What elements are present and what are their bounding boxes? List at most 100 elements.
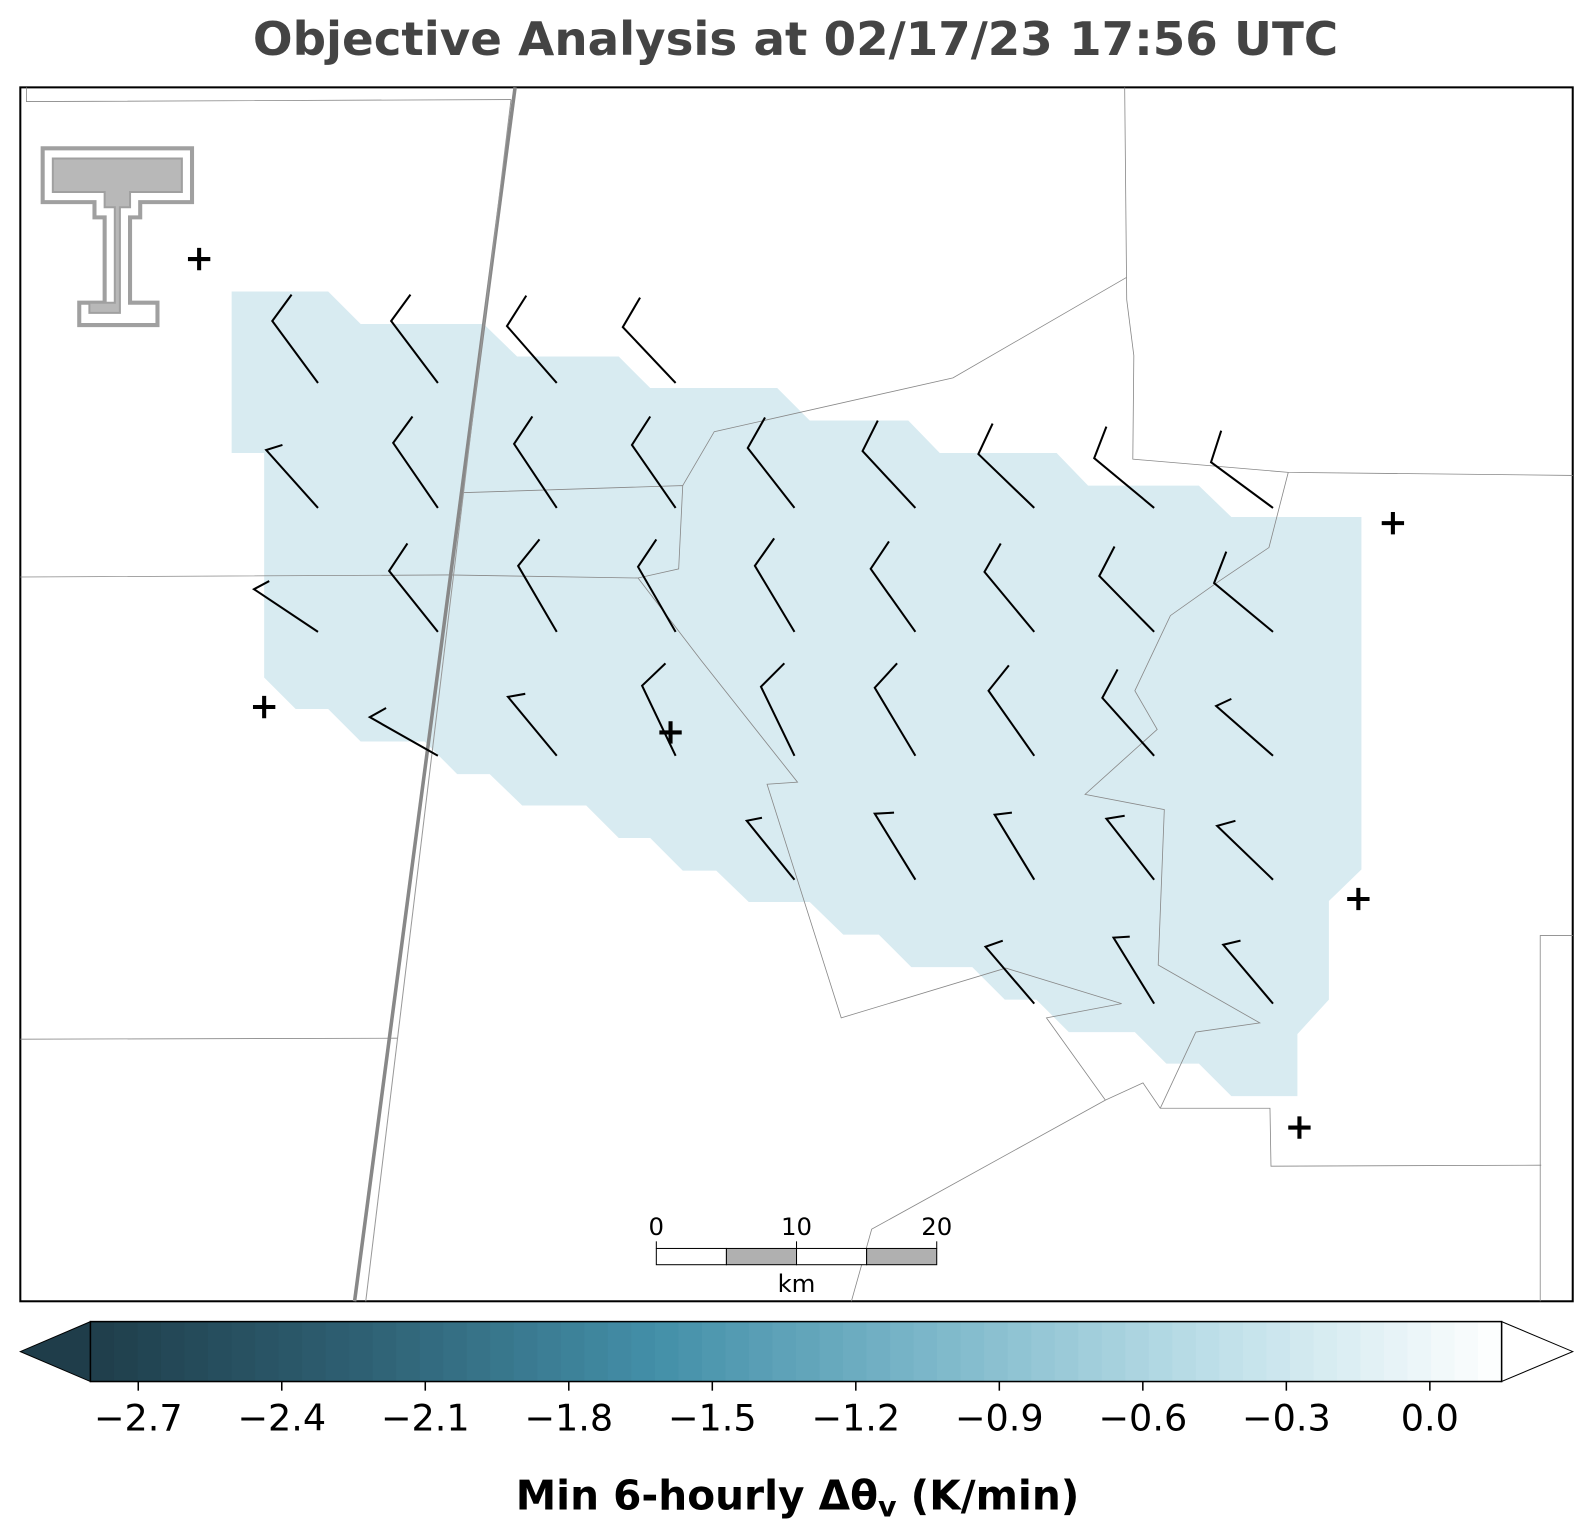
colorbar-band: [984, 1321, 1009, 1382]
map: 0 10 20 km: [19, 86, 1574, 1303]
wind-barb: [746, 417, 796, 509]
wind-barb: [873, 662, 917, 757]
colorbar-band: [137, 1321, 162, 1382]
wind-barb: [1098, 546, 1155, 633]
colorbar-band: [1219, 1321, 1244, 1382]
colorbar-band: [302, 1321, 327, 1382]
wind-barb: [1221, 939, 1274, 1005]
station-marker: [187, 247, 211, 271]
wind-barb: [391, 415, 439, 509]
colorbar-band: [160, 1321, 186, 1382]
wind-barb: [992, 811, 1036, 881]
wind-barb: [987, 664, 1036, 757]
title: Objective Analysis at 02/17/23 17:56 UTC: [253, 13, 1338, 67]
scale-segment: [866, 1247, 938, 1266]
wind-barb: [252, 580, 319, 633]
scale-segment: [725, 1247, 798, 1266]
colorbar-band: [513, 1321, 538, 1382]
colorbar-band: [1454, 1321, 1479, 1382]
wind-barb: [506, 692, 558, 757]
colorbar-band: [560, 1321, 585, 1382]
station-marker: [659, 721, 682, 744]
colorbar-band: [1360, 1321, 1385, 1382]
colorbar-band: [1007, 1321, 1032, 1382]
wind-barb: [872, 811, 917, 881]
scale-segment: [796, 1247, 868, 1266]
colorbar-tick-label: −2.1: [381, 1397, 470, 1440]
wind-barb: [264, 443, 319, 509]
wind-barb: [1209, 430, 1274, 509]
scale-tick-label: 0: [649, 1212, 665, 1241]
colorbar-band: [1195, 1321, 1220, 1382]
colorbar-band: [1031, 1321, 1056, 1382]
colorbar-band: [678, 1321, 703, 1382]
wind-barb: [1215, 819, 1274, 881]
wind-barb: [1214, 697, 1274, 757]
colorbar-band: [725, 1321, 750, 1382]
wind-barb: [1104, 814, 1155, 881]
colorbar-label: Min 6-hourly Δθv (K/min): [516, 1471, 1080, 1523]
colorbar-band: [584, 1321, 609, 1382]
wind-barb: [271, 293, 319, 384]
colorbar-band: [843, 1321, 868, 1382]
colorbar-band: [90, 1321, 115, 1382]
wind-barb: [1212, 551, 1274, 633]
colorbar-band: [466, 1321, 491, 1382]
wind-barb: [977, 423, 1035, 509]
wind-barb: [389, 293, 439, 384]
colorbar-band: [419, 1321, 444, 1382]
wind-barb: [861, 420, 917, 509]
wind-barb: [759, 662, 796, 757]
colorbar-band: [278, 1321, 303, 1382]
wind-barb: [1092, 426, 1155, 509]
colorbar-band: [890, 1321, 915, 1382]
boundaries: [20, 87, 1573, 1302]
colorbar-tick-label: 0.0: [1401, 1397, 1459, 1440]
colorbar-band: [184, 1321, 209, 1382]
colorbar-band: [866, 1321, 891, 1382]
analysis-region: [231, 291, 1362, 1097]
scale-unit: km: [778, 1269, 816, 1298]
label-main: Min 6-hourly Δθ: [516, 1471, 878, 1519]
colorbar-band: [1431, 1321, 1456, 1382]
wind-barb: [621, 297, 677, 384]
colorbar-tick-label: −0.6: [1098, 1397, 1187, 1440]
colorbar-band: [231, 1321, 256, 1382]
colorbar-tick-label: −2.7: [94, 1397, 183, 1440]
wind-barb: [753, 537, 796, 633]
wind-barb: [983, 542, 1036, 633]
wind-barb: [636, 538, 677, 633]
wind-barb: [1111, 935, 1156, 1005]
colorbar-extend-high: [1501, 1320, 1575, 1383]
colorbar-band: [113, 1321, 138, 1382]
station-markers: [187, 247, 1405, 1139]
colorbar-band: [372, 1321, 397, 1382]
colorbar: −2.7 −2.4 −2.1 −1.8 −1.5 −1.2 −0.9 −0.6 −0.3 0.0: [19, 1320, 1575, 1440]
colorbar-band: [396, 1321, 421, 1382]
colorbar-band: [443, 1321, 468, 1382]
colorbar-band: [1172, 1321, 1197, 1382]
station-marker: [1347, 887, 1370, 911]
colorbar-band: [349, 1321, 374, 1382]
colorbar-tick-label: −1.5: [668, 1397, 757, 1440]
colorbar-band: [1289, 1321, 1314, 1382]
colorbar-band: [1407, 1321, 1432, 1382]
colorbar-extend-low: [19, 1320, 91, 1383]
colorbar-band: [1336, 1321, 1361, 1382]
wind-barb: [367, 707, 439, 757]
wind-barb: [387, 542, 439, 633]
wind-barb: [869, 540, 917, 633]
colorbar-tick-label: −0.3: [1242, 1397, 1331, 1440]
colorbar-band: [1054, 1321, 1079, 1382]
wind-barb: [512, 415, 558, 509]
wind-barb: [630, 415, 677, 509]
colorbar-band: [796, 1321, 821, 1382]
colorbar-frame: [89, 1320, 1503, 1383]
station-marker: [252, 695, 276, 719]
colorbar-band: [913, 1321, 938, 1382]
colorbar-tick-label: −1.2: [811, 1397, 900, 1440]
colorbar-band: [1148, 1321, 1173, 1382]
label-sub: v: [878, 1491, 897, 1524]
wind-barb: [983, 939, 1036, 1005]
